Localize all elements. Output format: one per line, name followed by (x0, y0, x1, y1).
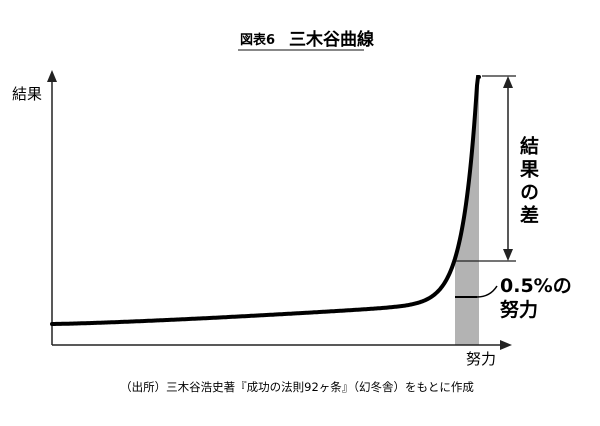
effort-gap-label-line2: 努力 (500, 298, 538, 321)
x-axis-label: 努力 (466, 350, 496, 368)
effort-gap-leader (476, 285, 498, 298)
effort-gap-label-line1: 0.5%の (500, 275, 572, 297)
figure-number: 図表6 (240, 32, 275, 48)
result-gap-label: 結果の差 (517, 135, 540, 228)
source-note: （出所）三木谷浩史著『成功の法則92ヶ条』（幻冬舎）をもとに作成 (120, 380, 474, 394)
figure-title: 図表6 三木谷曲線 (238, 29, 374, 51)
mikitani-curve (50, 75, 481, 326)
result-gap-arrow-down (503, 249, 513, 261)
result-gap-bracket (456, 75, 516, 262)
axes (47, 70, 512, 350)
x-axis-arrowhead (500, 340, 512, 350)
y-axis-arrowhead (47, 70, 57, 82)
y-axis-label: 結果 (12, 85, 42, 103)
figure-title-text: 三木谷曲線 (289, 29, 374, 50)
result-gap-arrow-up (503, 76, 513, 88)
